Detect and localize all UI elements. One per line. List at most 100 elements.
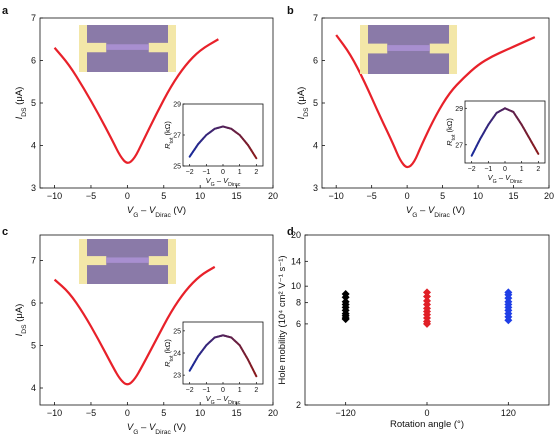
device-electrode-left-bar: [79, 25, 87, 72]
inset-x-tick-label: −2: [186, 387, 194, 394]
label-part: V: [488, 173, 494, 182]
inset-x-tick-label: −1: [484, 166, 492, 173]
panel-letter-a: a: [2, 5, 9, 17]
inset-y-tick-label: 24: [173, 351, 181, 358]
inset-x-tick-label: 0: [221, 387, 225, 394]
label-part: (V): [171, 422, 186, 433]
label-part: (kΩ): [163, 339, 172, 356]
x-tick-label: 120: [501, 408, 516, 418]
label-part: V: [505, 173, 511, 182]
y-tick-label: 7: [31, 13, 36, 23]
y-tick-label: 5: [31, 98, 36, 108]
panel-letter-d: d: [287, 226, 294, 238]
y-axis-label: Hole mobility (10⁴ cm² V⁻¹ s⁻¹): [277, 255, 288, 384]
panel-d-chart: −120 0 120 2 6 8 10 14 20 Rotation angle (°) Hole …: [277, 230, 550, 430]
y-tick-label: 7: [31, 256, 36, 266]
y-tick-label: 3: [31, 183, 36, 193]
x-axis-label: VG – VDirac (V): [127, 422, 186, 436]
label-part: (kΩ): [445, 118, 454, 135]
device-electrode-left-bar: [79, 239, 87, 284]
data-point-diamond: [423, 288, 431, 297]
label-part: (μA): [296, 87, 307, 108]
inset-x-tick-label: 0: [503, 166, 507, 173]
inset-x-axis-label: VG – VDirac: [206, 176, 241, 188]
x-tick-label: −5: [367, 191, 377, 201]
inset-frame: [464, 100, 546, 164]
x-tick-label: 20: [268, 408, 278, 418]
y-tick-label: 6: [31, 298, 36, 308]
y-axis-label: IDS (μA): [14, 304, 28, 337]
label-part: tot: [169, 355, 175, 361]
x-tick-label: 15: [509, 191, 519, 201]
data-point-diamond: [341, 289, 350, 298]
label-part: V: [428, 205, 436, 216]
inset-x-tick-label: −1: [202, 387, 210, 394]
label-part: V: [223, 176, 229, 185]
label-part: Dirac: [155, 212, 171, 219]
inset-data-segment: [253, 154, 258, 160]
panel-letter-b: b: [287, 5, 294, 17]
inset-x-tick-label: 2: [536, 166, 540, 173]
y-tick-label: 20: [291, 230, 301, 240]
data-point-diamond: [423, 296, 431, 305]
label-part: –: [497, 173, 505, 182]
device-electrode-right-bar: [449, 25, 457, 74]
inset-data-segment: [535, 149, 540, 155]
inset-frame: [182, 103, 264, 167]
label-part: Dirac: [434, 212, 450, 219]
inset-x-tick-label: 1: [520, 166, 524, 173]
label-part: –: [138, 422, 149, 433]
label-part: Dirac: [510, 179, 523, 185]
x-tick-label: 20: [544, 191, 554, 201]
device-electrode-left-bar: [360, 25, 368, 74]
inset-y-axis-label: Rtot (kΩ): [445, 118, 457, 146]
label-part: V: [406, 205, 414, 216]
x-axis-label: VG – VDirac (V): [406, 205, 465, 219]
inset-y-tick-label: 25: [173, 328, 181, 335]
data-point-diamond: [341, 297, 350, 306]
inset-x-tick-label: 0: [221, 169, 225, 176]
device-photo: [79, 239, 176, 284]
y-axis-label: IDS (μA): [14, 87, 28, 120]
y-tick-label: 6: [313, 56, 318, 66]
y-tick-label: 10: [291, 281, 301, 291]
device-photo: [360, 25, 457, 74]
inset-y-tick-label: 29: [173, 102, 181, 109]
inset-x-axis-label: VG – VDirac: [206, 394, 241, 406]
x-tick-label: 0: [125, 408, 130, 418]
inset-x-tick-label: 2: [254, 169, 258, 176]
inset-y-axis-label: Rtot (kΩ): [163, 339, 175, 367]
data-point-diamond: [504, 288, 513, 297]
label-part: G: [133, 429, 138, 436]
device-contact-left: [85, 256, 107, 266]
label-part: I: [14, 116, 25, 119]
plot-frame: [39, 234, 274, 406]
x-tick-label: −5: [86, 408, 96, 418]
inset-y-tick-label: 27: [455, 142, 463, 149]
device-channel: [106, 257, 149, 263]
inset-data-segment: [253, 371, 258, 378]
x-tick-label: 15: [232, 191, 242, 201]
label-part: (V): [171, 205, 186, 216]
inset-x-tick-label: 1: [238, 387, 242, 394]
label-part: (kΩ): [163, 121, 172, 138]
y-tick-label: 5: [313, 98, 318, 108]
x-tick-label: 0: [405, 191, 410, 201]
label-part: I: [296, 116, 307, 119]
inset-x-tick-label: −1: [202, 169, 210, 176]
label-part: V: [206, 394, 212, 403]
label-part: (V): [450, 205, 465, 216]
inset-y-tick-label: 23: [173, 373, 181, 380]
x-tick-label: −10: [47, 191, 62, 201]
label-part: R: [163, 361, 172, 367]
x-tick-label: −10: [47, 408, 62, 418]
label-part: V: [127, 422, 135, 433]
y-tick-label: 6: [31, 56, 36, 66]
inset-frame: [182, 321, 264, 385]
label-part: DS: [21, 107, 28, 117]
